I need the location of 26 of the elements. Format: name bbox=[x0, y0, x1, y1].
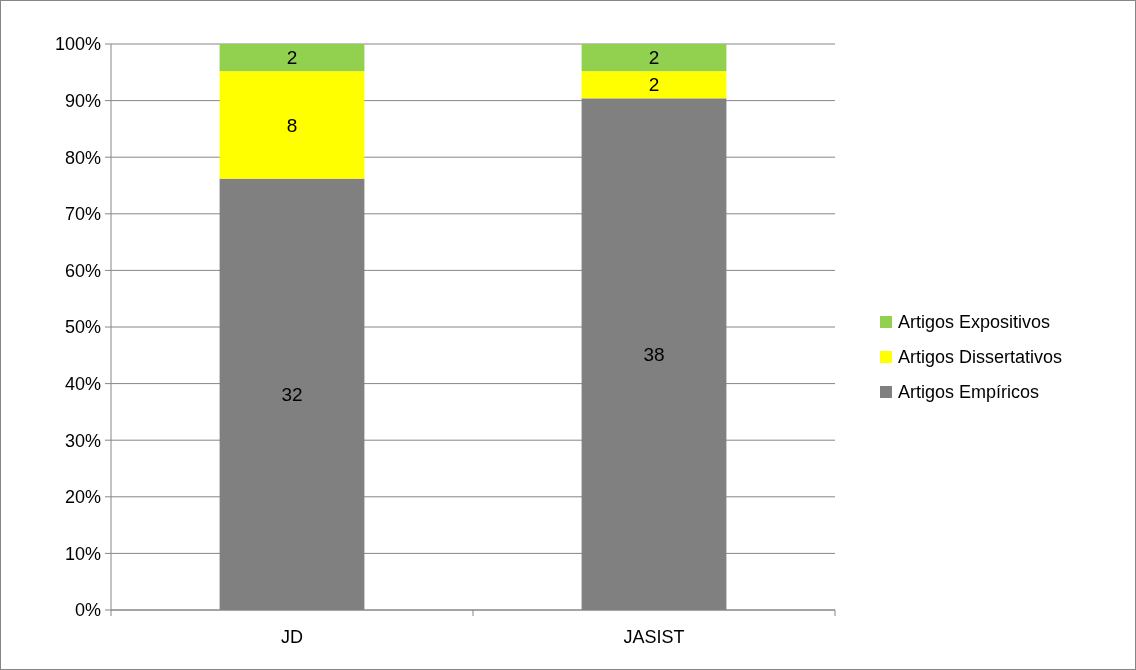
annotation: 38 bbox=[643, 343, 665, 365]
annotation: 2 bbox=[286, 47, 298, 69]
legend-label: Artigos Empíricos bbox=[898, 382, 1040, 403]
y-tick-label: 40% bbox=[64, 373, 101, 394]
y-tick-label: 20% bbox=[64, 487, 101, 508]
y-tick-label: 90% bbox=[64, 90, 101, 111]
y-tick-label: 30% bbox=[64, 430, 101, 451]
y-tick-label: 50% bbox=[64, 317, 101, 338]
annotation: 8 bbox=[286, 114, 298, 136]
y-tick-label: 100% bbox=[54, 34, 101, 55]
annotation: 2 bbox=[648, 74, 660, 96]
bar bbox=[219, 71, 365, 179]
annotation: 32 bbox=[281, 384, 303, 405]
legend-label: Artigos Expositivos bbox=[898, 312, 1051, 333]
x-tick-label: JD bbox=[281, 627, 303, 648]
y-tick-label: 70% bbox=[64, 204, 101, 225]
bar bbox=[581, 71, 727, 99]
y-tick-label: 10% bbox=[64, 543, 101, 564]
y-tick-label: 60% bbox=[64, 260, 101, 281]
bar bbox=[581, 44, 727, 72]
annotation: 2 bbox=[648, 47, 660, 69]
bar bbox=[219, 44, 365, 72]
y-tick-label: 0% bbox=[74, 600, 101, 621]
y-tick-label: 80% bbox=[64, 147, 101, 168]
x-tick-label: JASIST bbox=[623, 627, 685, 648]
legend-label: Artigos Dissertativos bbox=[898, 347, 1063, 368]
